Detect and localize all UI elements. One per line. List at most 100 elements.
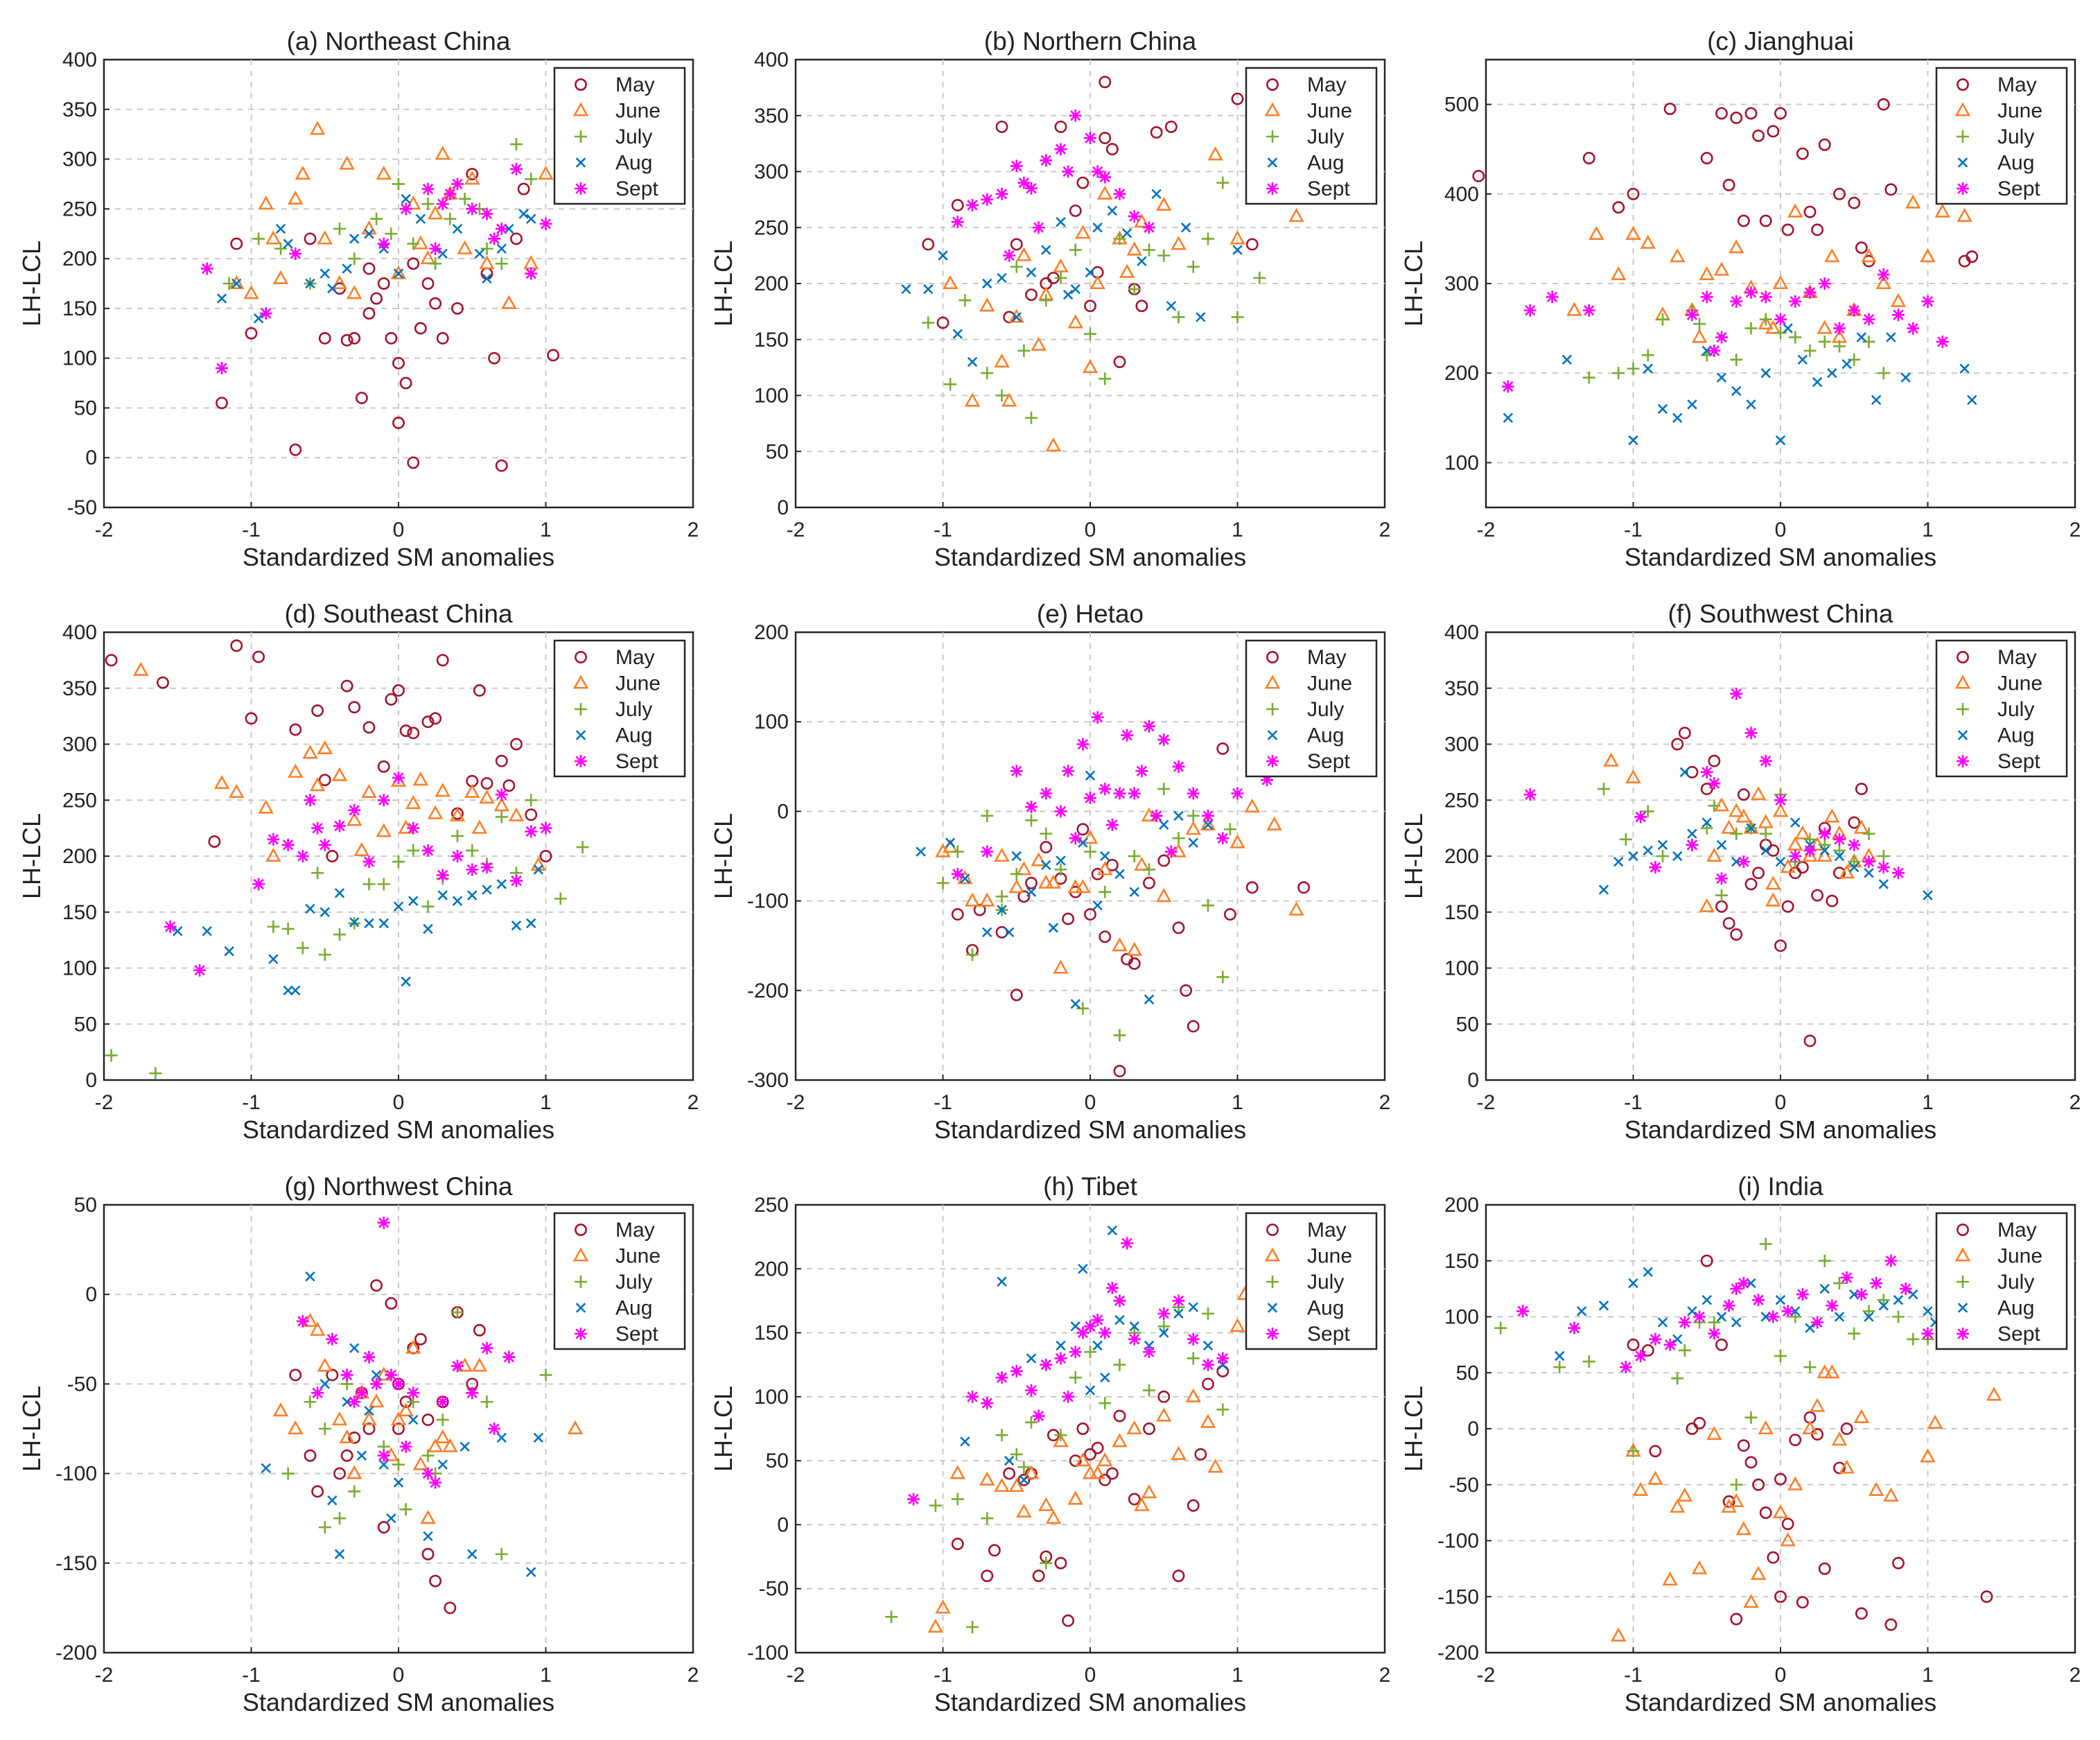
data-point xyxy=(1172,760,1185,773)
series-may xyxy=(216,168,560,472)
data-point xyxy=(408,896,419,906)
data-point xyxy=(493,797,509,812)
legend-marker-june xyxy=(1954,102,1971,116)
data-point xyxy=(1679,767,1690,778)
series-may xyxy=(951,742,1311,1078)
y-tick-label: 0 xyxy=(85,446,97,469)
data-point xyxy=(1708,1316,1721,1329)
data-point xyxy=(942,275,959,290)
data-point xyxy=(1883,1487,1899,1502)
data-point xyxy=(951,1493,964,1506)
data-point xyxy=(554,892,567,905)
data-point xyxy=(1625,225,1641,240)
data-point xyxy=(1619,1361,1632,1374)
x-axis-label: Standardized SM anomalies xyxy=(1625,1688,1936,1716)
data-point xyxy=(1827,367,1837,379)
data-point xyxy=(1187,809,1200,822)
series-june xyxy=(132,661,547,871)
data-point xyxy=(421,844,435,857)
data-point xyxy=(339,1429,355,1443)
data-point xyxy=(1172,832,1185,845)
data-point xyxy=(340,679,353,693)
data-point xyxy=(320,907,330,917)
data-point xyxy=(966,948,979,962)
data-point xyxy=(466,202,479,216)
data-point xyxy=(1700,1254,1713,1267)
data-point xyxy=(496,243,507,254)
legend-marker-july xyxy=(1266,1276,1279,1288)
data-point xyxy=(437,1459,448,1470)
data-point xyxy=(1113,1065,1126,1078)
legend-marker-sept xyxy=(1266,182,1279,195)
data-point xyxy=(1839,1459,1855,1474)
data-point xyxy=(1202,899,1214,912)
data-point xyxy=(1772,275,1789,290)
data-point xyxy=(1054,1556,1067,1569)
data-point xyxy=(1202,1307,1214,1320)
data-point xyxy=(412,1456,429,1470)
data-point xyxy=(1582,1355,1595,1368)
data-point xyxy=(1157,1390,1171,1403)
data-point xyxy=(1092,1340,1103,1351)
data-point xyxy=(995,389,1008,402)
series-aug xyxy=(1555,1267,1941,1361)
data-point xyxy=(1856,332,1867,342)
y-tick-label: 100 xyxy=(754,711,789,733)
legend-label-sept: Sept xyxy=(1307,750,1350,773)
data-point xyxy=(1855,783,1868,796)
data-point xyxy=(1824,808,1840,823)
data-point xyxy=(966,1621,979,1634)
series-aug xyxy=(1503,323,1977,446)
data-point xyxy=(376,1366,392,1381)
data-point xyxy=(1780,859,1796,873)
legend-label-july: July xyxy=(1997,1271,2034,1294)
data-point xyxy=(525,267,538,280)
data-point xyxy=(1501,380,1514,393)
data-point xyxy=(1715,1338,1728,1351)
series-june xyxy=(942,146,1304,452)
data-point xyxy=(1085,267,1096,278)
data-point xyxy=(399,724,412,738)
data-point xyxy=(1097,185,1113,200)
data-point xyxy=(1663,1338,1677,1351)
x-tick-label: -2 xyxy=(95,519,114,541)
data-point xyxy=(1187,1332,1200,1346)
data-point xyxy=(526,214,536,224)
data-point xyxy=(361,783,377,798)
data-point xyxy=(436,198,449,211)
data-point xyxy=(1069,1371,1082,1384)
data-point xyxy=(1084,908,1096,921)
data-point xyxy=(377,277,390,290)
data-point xyxy=(421,1449,435,1462)
data-point xyxy=(1143,720,1155,733)
data-point xyxy=(1877,850,1890,862)
legend: May June July Aug Sept xyxy=(1935,639,2068,778)
data-point xyxy=(347,1465,362,1479)
series-july xyxy=(885,1300,1230,1634)
data-point xyxy=(1774,794,1787,807)
data-point xyxy=(1025,1416,1038,1429)
y-tick-label: 50 xyxy=(766,440,789,463)
data-point xyxy=(1715,107,1728,120)
data-point xyxy=(923,284,934,295)
data-point xyxy=(1790,817,1801,828)
data-point xyxy=(1202,232,1214,245)
data-point xyxy=(295,165,311,180)
data-point xyxy=(1744,878,1758,891)
legend-marker-may xyxy=(1957,78,1969,91)
data-point xyxy=(1744,322,1758,335)
data-point xyxy=(421,198,435,211)
data-point xyxy=(1025,1384,1038,1397)
data-point xyxy=(1202,1358,1214,1371)
data-point xyxy=(1017,176,1031,189)
x-tick-label: 0 xyxy=(1775,1091,1787,1114)
data-point xyxy=(927,1618,944,1633)
data-point xyxy=(1054,805,1067,818)
series-sept xyxy=(951,711,1273,880)
data-point xyxy=(1546,290,1559,304)
data-point xyxy=(399,202,412,216)
data-point xyxy=(311,867,324,880)
data-point xyxy=(1085,1385,1096,1395)
data-point xyxy=(401,193,411,205)
data-point xyxy=(1959,363,1970,374)
